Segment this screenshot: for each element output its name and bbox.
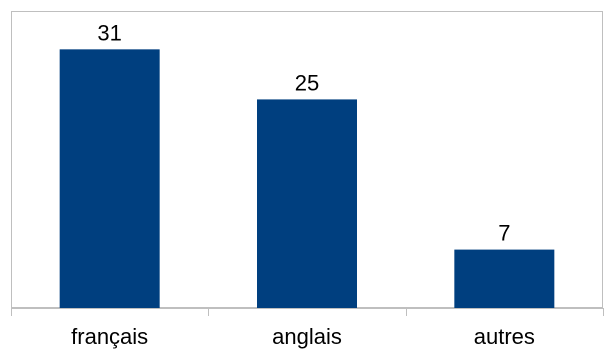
bar-2 (454, 249, 555, 308)
category-label-1: anglais (272, 324, 342, 349)
category-label-0: français (71, 324, 148, 349)
bar-1 (257, 99, 357, 308)
data-label-1: 25 (295, 70, 319, 95)
bars-layer (59, 49, 555, 308)
data-label-0: 31 (97, 20, 121, 45)
data-label-2: 7 (498, 221, 510, 246)
bar-0 (59, 49, 160, 308)
x-axis: français anglais autres (11, 308, 604, 349)
category-label-2: autres (474, 324, 535, 349)
data-labels-layer: 31 25 7 (97, 20, 510, 245)
